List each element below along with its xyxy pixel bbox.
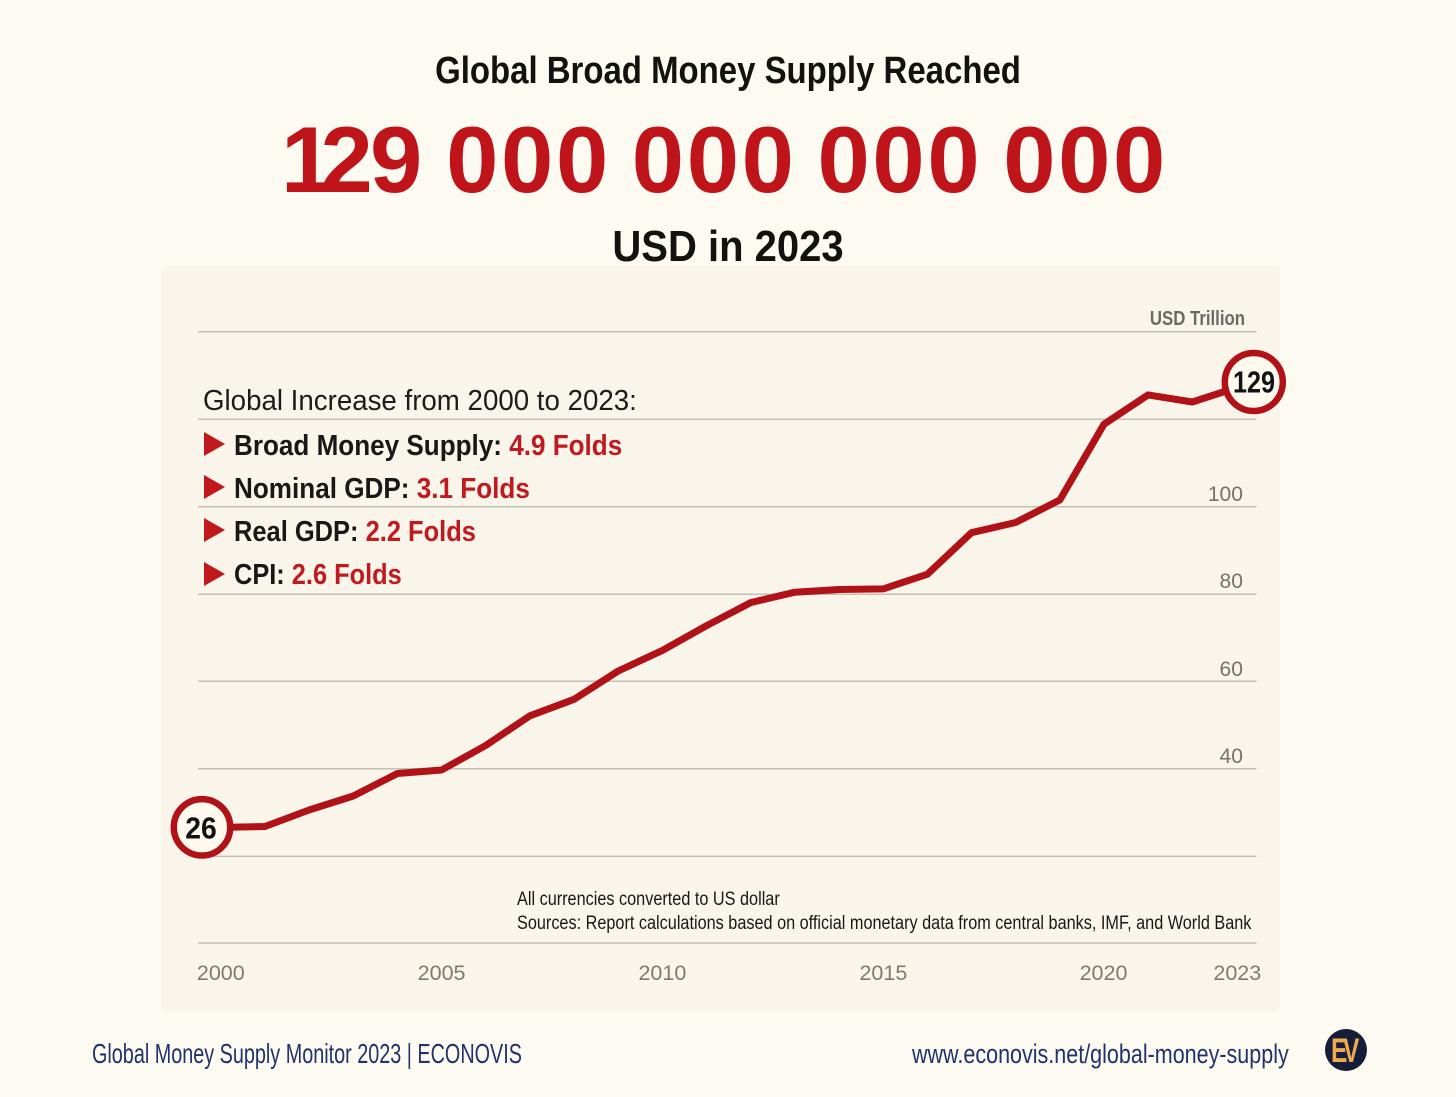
- svg-text:129: 129: [1233, 365, 1275, 400]
- svg-text:26: 26: [185, 811, 217, 846]
